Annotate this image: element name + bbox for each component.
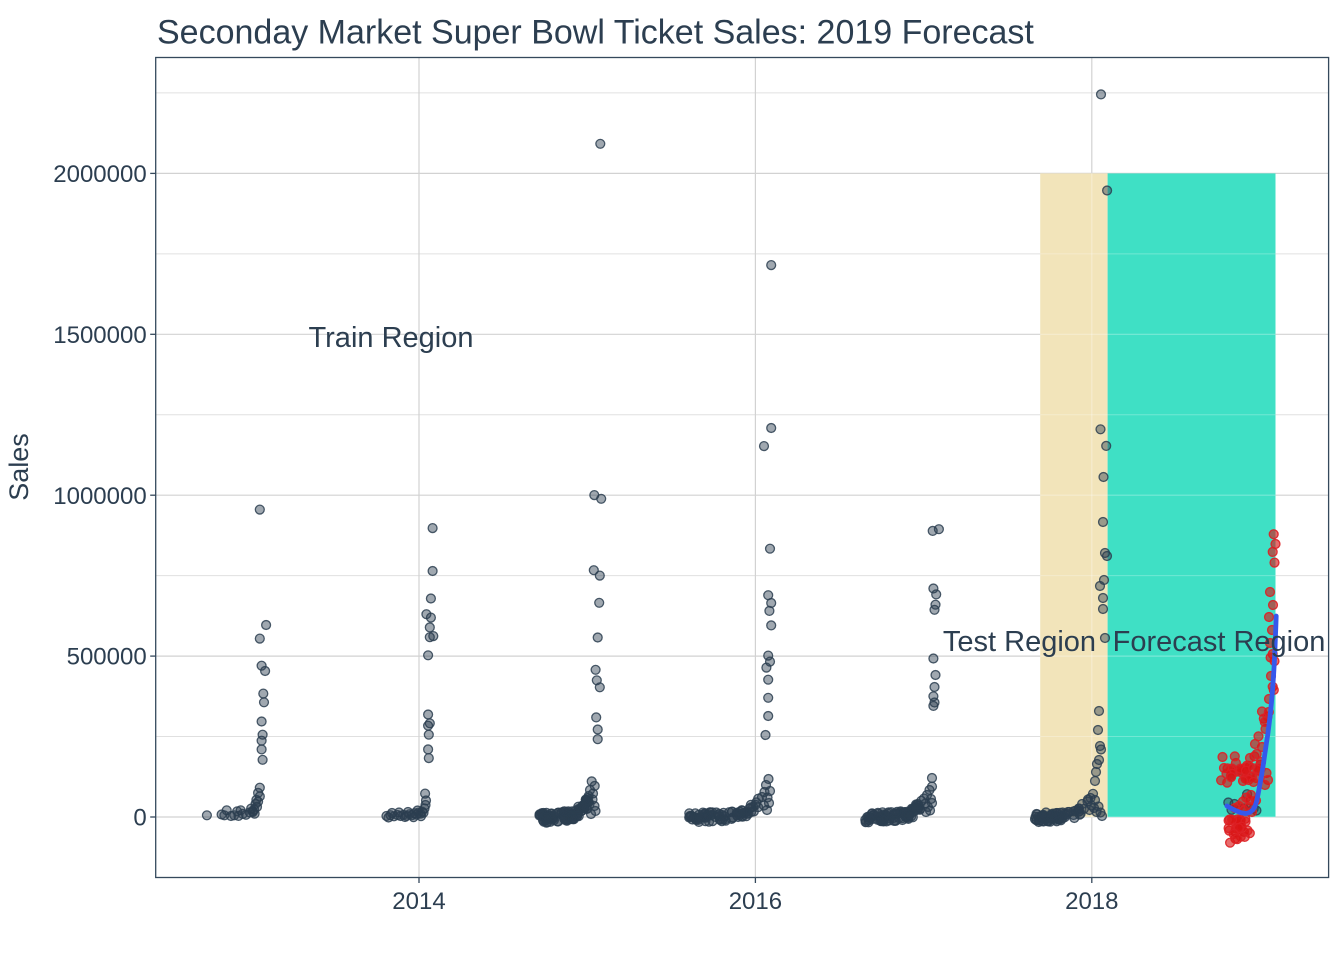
svg-text:2014: 2014 [392,888,445,915]
svg-text:2016: 2016 [729,888,782,915]
svg-text:1500000: 1500000 [53,322,146,349]
svg-text:2000000: 2000000 [53,161,146,188]
svg-text:Forecast Region: Forecast Region [1113,626,1326,658]
svg-text:Test Region: Test Region [943,626,1096,658]
svg-text:1000000: 1000000 [53,483,146,510]
svg-text:Train Region: Train Region [309,322,474,354]
svg-text:0: 0 [133,805,146,832]
svg-text:Seconday Market Super Bowl Tic: Seconday Market Super Bowl Ticket Sales:… [157,14,1034,52]
svg-text:Sales: Sales [4,433,34,501]
svg-text:2018: 2018 [1065,888,1118,915]
svg-text:500000: 500000 [67,644,147,671]
